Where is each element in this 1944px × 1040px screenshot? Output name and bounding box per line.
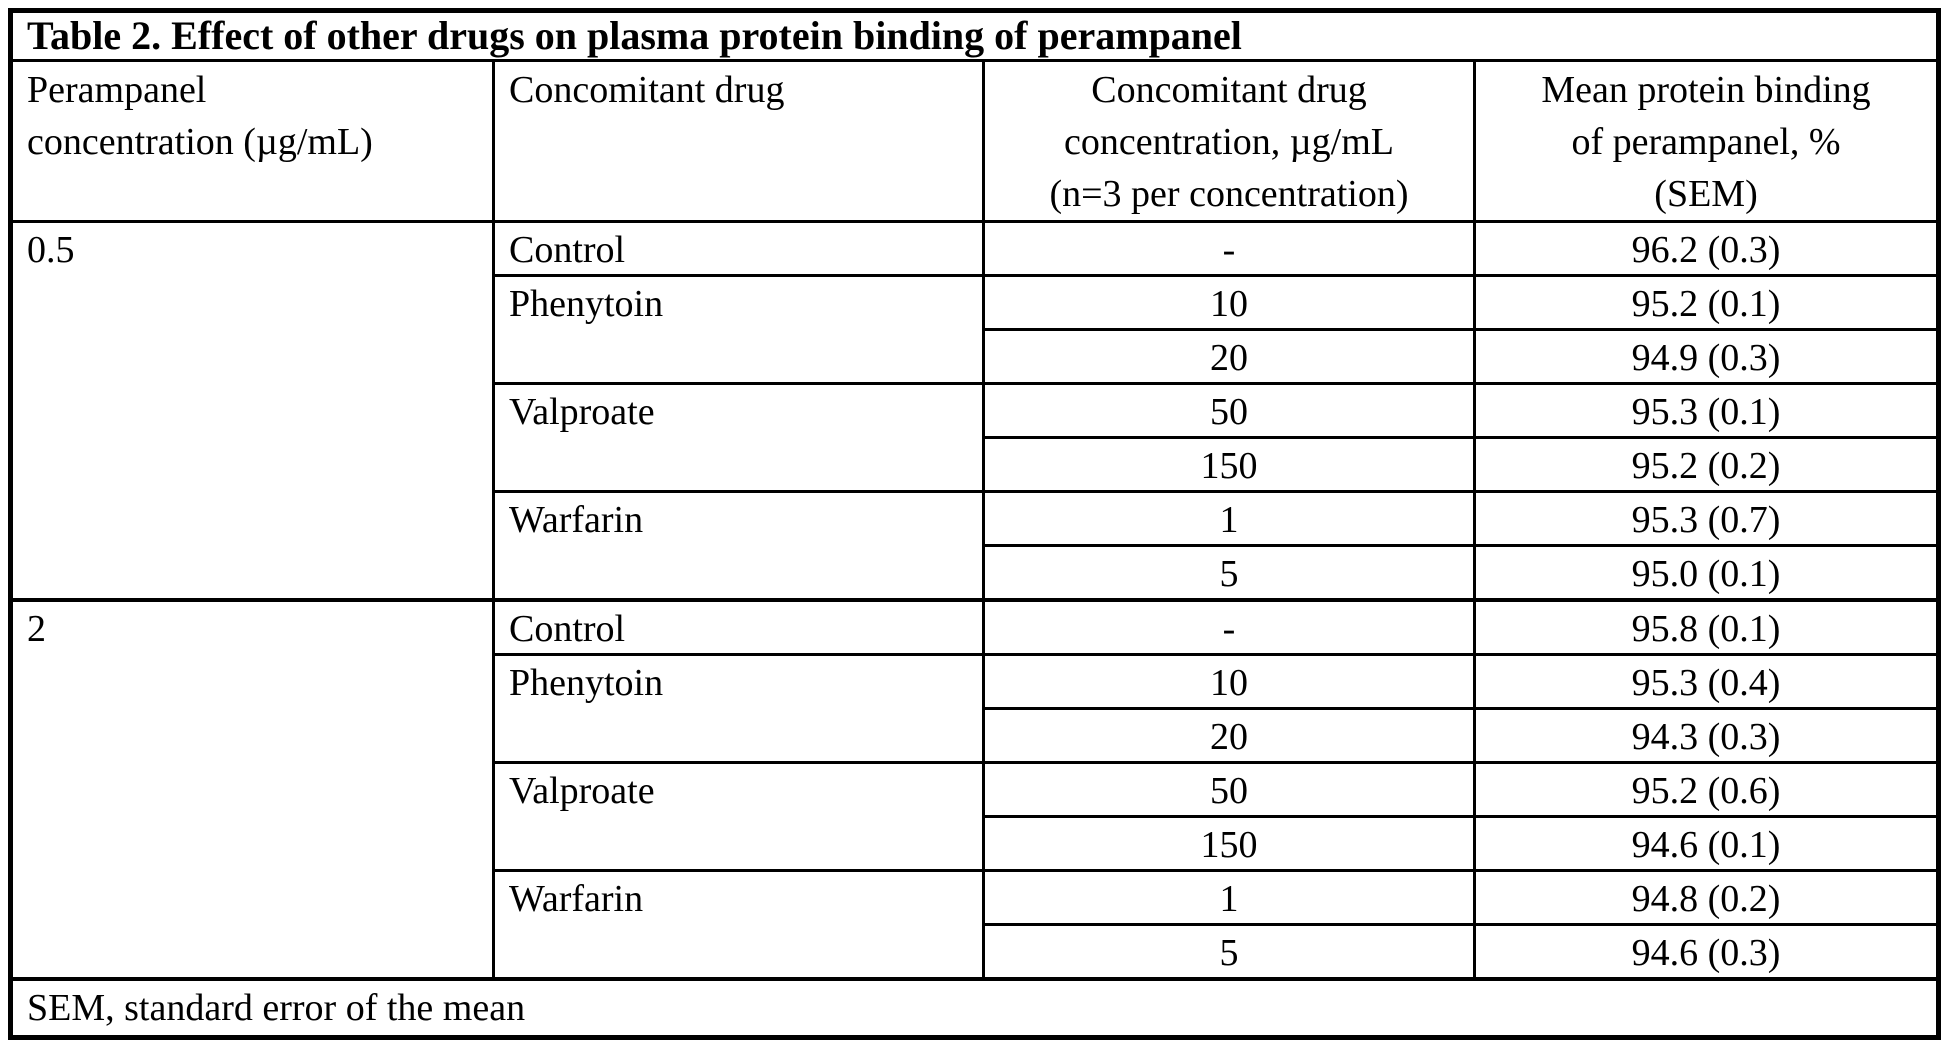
header-line: Perampanel (27, 69, 207, 111)
table-row: Phenytoin 10 95.2 (0.1) (11, 274, 1941, 385)
table-row: Valproate 50 95.3 (0.1) (11, 382, 1941, 493)
cell-drug-name: Phenytoin (492, 274, 985, 385)
cell-protein-binding: 94.6 (0.3) (1472, 923, 1941, 981)
cell-protein-binding: 95.3 (0.1) (1472, 382, 1941, 439)
cell-drug-concentration: 50 (982, 761, 1476, 818)
header-line: of perampanel, % (1571, 121, 1841, 163)
header-drug-concentration: Concomitant drug concentration, µg/mL (n… (982, 59, 1476, 223)
cell-drug-concentration: - (982, 598, 1476, 656)
cell-drug-name: Control (492, 598, 985, 656)
table-title: Table 2. Effect of other drugs on plasma… (8, 9, 1941, 62)
cell-protein-binding: 94.9 (0.3) (1472, 328, 1941, 385)
table-row: Warfarin 1 94.8 (0.2) (11, 869, 1941, 981)
header-concomitant-drug: Concomitant drug (492, 59, 985, 223)
table-row: Warfarin 1 95.3 (0.7) (11, 490, 1941, 602)
header-line: (n=3 per concentration) (1049, 173, 1409, 215)
cell-drug-concentration: 20 (982, 328, 1476, 385)
header-line: (SEM) (1654, 173, 1758, 215)
header-line: concentration (µg/mL) (27, 121, 373, 163)
cell-drug-concentration: 1 (982, 869, 1476, 926)
cell-drug-name: Warfarin (492, 869, 985, 981)
cell-protein-binding: 95.2 (0.2) (1472, 436, 1941, 493)
cell-drug-concentration: 5 (982, 544, 1476, 602)
table-row: Phenytoin 10 95.3 (0.4) (11, 653, 1941, 764)
cell-drug-name: Control (492, 220, 985, 277)
header-line: concentration, µg/mL (1063, 121, 1394, 163)
table-row: 5 95.0 (0.1) (11, 544, 1941, 602)
header-line: Concomitant drug (509, 69, 785, 111)
cell-drug-concentration: 20 (982, 707, 1476, 764)
cell-drug-concentration: 150 (982, 815, 1476, 872)
cell-protein-binding: 95.3 (0.7) (1472, 490, 1941, 547)
table-row: 150 94.6 (0.1) (11, 815, 1941, 872)
cell-protein-binding: 95.8 (0.1) (1472, 598, 1941, 656)
cell-drug-concentration: 5 (982, 923, 1476, 981)
table-row: Valproate 50 95.2 (0.6) (11, 761, 1941, 872)
cell-protein-binding: 94.8 (0.2) (1472, 869, 1941, 926)
table-title-row: Table 2. Effect of other drugs on plasma… (8, 9, 1941, 62)
cell-protein-binding: 94.6 (0.1) (1472, 815, 1941, 872)
table-row: 2 Control - 95.8 (0.1) (9, 598, 1941, 981)
header-perampanel-concentration: Perampanel concentration (µg/mL) (9, 59, 495, 223)
table-row: 0.5 Control - 96.2 (0.3) (9, 220, 1941, 602)
table-footnote: SEM, standard error of the mean (8, 977, 1941, 1039)
cell-drug-concentration: 10 (982, 653, 1476, 710)
cell-drug-name: Valproate (492, 761, 985, 872)
cell-protein-binding: 94.3 (0.3) (1472, 707, 1941, 764)
table-row: 150 95.2 (0.2) (11, 436, 1941, 493)
table-header-row: Perampanel concentration (µg/mL) Concomi… (9, 59, 1941, 223)
table-row: 5 94.6 (0.3) (11, 923, 1941, 981)
table-footnote-row: SEM, standard error of the mean (8, 977, 1941, 1039)
cell-drug-name: Warfarin (492, 490, 985, 602)
header-protein-binding: Mean protein binding of perampanel, % (S… (1472, 59, 1941, 223)
cell-drug-concentration: - (982, 220, 1476, 277)
cell-protein-binding: 95.3 (0.4) (1472, 653, 1941, 710)
cell-protein-binding: 95.2 (0.1) (1472, 274, 1941, 331)
cell-perampanel-concentration: 0.5 (9, 220, 495, 602)
cell-drug-concentration: 50 (982, 382, 1476, 439)
cell-drug-name: Valproate (492, 382, 985, 493)
cell-protein-binding: 96.2 (0.3) (1472, 220, 1941, 277)
cell-drug-concentration: 10 (982, 274, 1476, 331)
cell-drug-name: Phenytoin (492, 653, 985, 764)
cell-drug-concentration: 1 (982, 490, 1476, 547)
cell-drug-concentration: 150 (982, 436, 1476, 493)
drug-binding-table: Table 2. Effect of other drugs on plasma… (8, 8, 1942, 1040)
table-row: 20 94.9 (0.3) (11, 328, 1941, 385)
cell-protein-binding: 95.0 (0.1) (1472, 544, 1941, 602)
cell-perampanel-concentration: 2 (9, 598, 495, 981)
table-row: 20 94.3 (0.3) (11, 707, 1941, 764)
header-line: Mean protein binding (1541, 69, 1871, 111)
header-line: Concomitant drug (1091, 69, 1367, 111)
cell-protein-binding: 95.2 (0.6) (1472, 761, 1941, 818)
